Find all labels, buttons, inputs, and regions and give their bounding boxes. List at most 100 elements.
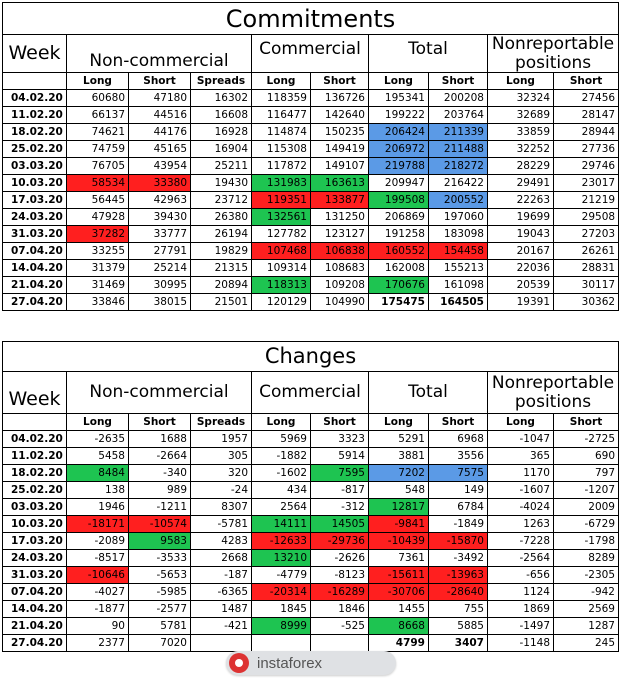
value-cell: 5781 (128, 617, 191, 635)
value-cell: 45165 (128, 140, 191, 159)
value-cell: 16928 (190, 123, 252, 142)
value-cell: 19043 (487, 225, 554, 244)
column-subheader: Short (552, 72, 620, 91)
value-cell: 27736 (552, 140, 620, 159)
value-cell: 170676 (368, 276, 429, 295)
value-cell: -1148 (487, 634, 554, 652)
value-cell: -3533 (128, 549, 191, 567)
value-cell: 33859 (487, 123, 554, 142)
changes-table: Changes Week Non-commercial Commercial T… (2, 341, 619, 652)
value-cell: 32324 (487, 89, 554, 108)
week-cell: 10.03.20 (2, 174, 67, 193)
value-cell: -8517 (66, 549, 129, 567)
week-subheader-blank (2, 413, 67, 431)
value-cell: 1845 (251, 600, 311, 618)
value-cell: -10439 (368, 532, 429, 550)
value-cell: 199508 (368, 191, 429, 210)
value-cell: 1287 (553, 617, 619, 635)
nonreportable-header: Nonreportable positions (487, 371, 619, 414)
value-cell: 120129 (251, 293, 311, 312)
column-subheader: Long (66, 413, 129, 431)
value-cell: 197060 (428, 208, 488, 227)
value-cell: 1487 (190, 600, 252, 618)
value-cell: -5653 (128, 566, 191, 584)
column-subheader: Spreads (190, 413, 252, 431)
value-cell: -10646 (66, 566, 129, 584)
value-cell: 1957 (190, 430, 252, 448)
value-cell: 74759 (66, 140, 129, 159)
value-cell: 14505 (310, 515, 369, 533)
total-header: Total (368, 371, 488, 414)
value-cell: -1798 (553, 532, 619, 550)
table-row: 07.04.20 33255 27791 19829 107468 106838 16055… (2, 242, 620, 261)
instaforex-logo-icon (229, 653, 249, 673)
value-cell: 136726 (310, 89, 369, 108)
value-cell: 60680 (66, 89, 129, 108)
value-cell: 5969 (251, 430, 311, 448)
value-cell: 183098 (428, 225, 488, 244)
table-row: 17.03.20 -2089 9583 4283 -12633 -29736 -10439-… (2, 532, 619, 550)
value-cell: -2626 (310, 549, 369, 567)
table-row: 11.02.20 66137 44516 16608 116477 142640 19922… (2, 106, 620, 125)
value-cell: 8999 (251, 617, 311, 635)
value-cell: -340 (128, 464, 191, 482)
value-cell: 161098 (428, 276, 488, 295)
value-cell: 26380 (190, 208, 252, 227)
value-cell: 16904 (190, 140, 252, 159)
value-cell: 106838 (310, 242, 369, 261)
value-cell: 33380 (128, 174, 191, 193)
value-cell: -2664 (128, 447, 191, 465)
table-row: 10.03.20 -18171 -10574 -5781 14111 14505 -9841… (2, 515, 619, 533)
value-cell: 5458 (66, 447, 129, 465)
week-cell: 03.03.20 (2, 157, 67, 176)
value-cell: 43954 (128, 157, 191, 176)
week-cell: 10.03.20 (2, 515, 67, 533)
value-cell: 6784 (428, 498, 488, 516)
week-cell: 17.03.20 (2, 191, 67, 210)
column-subheader: Long (368, 413, 429, 431)
value-cell: -942 (553, 583, 619, 601)
value-cell: -3492 (428, 549, 488, 567)
value-cell: 19829 (190, 242, 252, 261)
value-cell: 434 (251, 481, 311, 499)
value-cell: 1124 (487, 583, 554, 601)
value-cell: 1263 (487, 515, 554, 533)
value-cell: 19430 (190, 174, 252, 193)
column-subheader: Short (428, 72, 488, 91)
week-cell: 14.04.20 (2, 600, 67, 618)
value-cell: 20167 (487, 242, 554, 261)
value-cell: 42963 (128, 191, 191, 210)
week-cell: 24.03.20 (2, 549, 67, 567)
value-cell: 8668 (368, 617, 429, 635)
value-cell: -1877 (66, 600, 129, 618)
value-cell: -525 (310, 617, 369, 635)
value-cell: 19699 (487, 208, 554, 227)
value-cell: 150235 (310, 123, 369, 142)
value-cell: 115308 (251, 140, 311, 159)
value-cell: 2569 (553, 600, 619, 618)
value-cell: 200552 (428, 191, 488, 210)
value-cell: 7595 (310, 464, 369, 482)
value-cell: 29491 (487, 174, 554, 193)
value-cell: 27791 (128, 242, 191, 261)
value-cell: 206424 (368, 123, 429, 142)
column-subheader: Spreads (190, 72, 252, 91)
value-cell: -15870 (428, 532, 488, 550)
value-cell: 104990 (310, 293, 369, 312)
value-cell: 21219 (552, 191, 620, 210)
value-cell: 26194 (190, 225, 252, 244)
value-cell: 118359 (251, 89, 311, 108)
value-cell: 58534 (66, 174, 129, 193)
value-cell: 8484 (66, 464, 129, 482)
value-cell: 6968 (428, 430, 488, 448)
value-cell: 7575 (428, 464, 488, 482)
column-subheader: Long (487, 72, 554, 91)
value-cell: -15611 (368, 566, 429, 584)
column-subheader: Short (128, 72, 191, 91)
value-cell: 76705 (66, 157, 129, 176)
value-cell: -421 (190, 617, 252, 635)
value-cell: 2564 (251, 498, 311, 516)
value-cell: -7228 (487, 532, 554, 550)
value-cell: 29508 (552, 208, 620, 227)
value-cell: 27456 (552, 89, 620, 108)
